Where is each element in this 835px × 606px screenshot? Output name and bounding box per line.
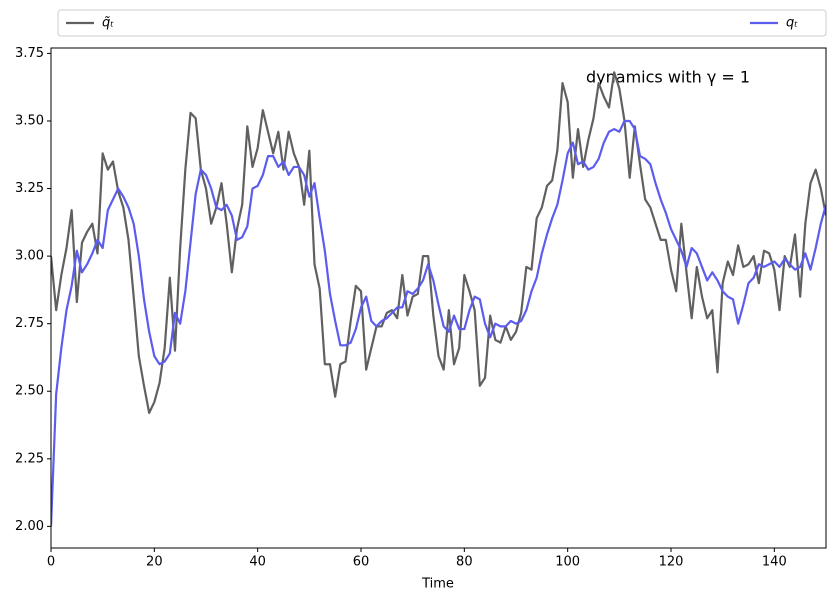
y-tick-label: 2.25	[15, 451, 44, 466]
legend-label: qₜ	[786, 16, 798, 31]
x-tick-label: 80	[456, 555, 473, 570]
plot-frame	[50, 47, 827, 549]
legend-box	[57, 9, 827, 37]
annotation: dynamics with γ = 1	[586, 68, 750, 87]
x-axis-label: Time	[421, 577, 454, 592]
series-line	[51, 71, 826, 414]
y-tick-label: 2.50	[15, 384, 44, 399]
x-tick-label: 60	[353, 555, 370, 570]
legend-label: q̃ₜ	[102, 16, 114, 31]
y-tick-label: 3.00	[15, 249, 44, 264]
x-tick-label: 0	[47, 555, 55, 570]
y-tick-label: 2.00	[15, 519, 44, 534]
x-tick-label: 40	[249, 555, 266, 570]
x-tick-label: 100	[555, 555, 580, 570]
x-tick-label: 140	[762, 555, 787, 570]
y-tick-label: 2.75	[15, 316, 44, 331]
x-tick-label: 120	[659, 555, 684, 570]
y-tick-label: 3.50	[15, 113, 44, 128]
y-tick-label: 3.75	[15, 46, 44, 61]
y-tick-label: 3.25	[15, 181, 44, 196]
series-line	[51, 119, 826, 527]
x-tick-label: 20	[146, 555, 163, 570]
